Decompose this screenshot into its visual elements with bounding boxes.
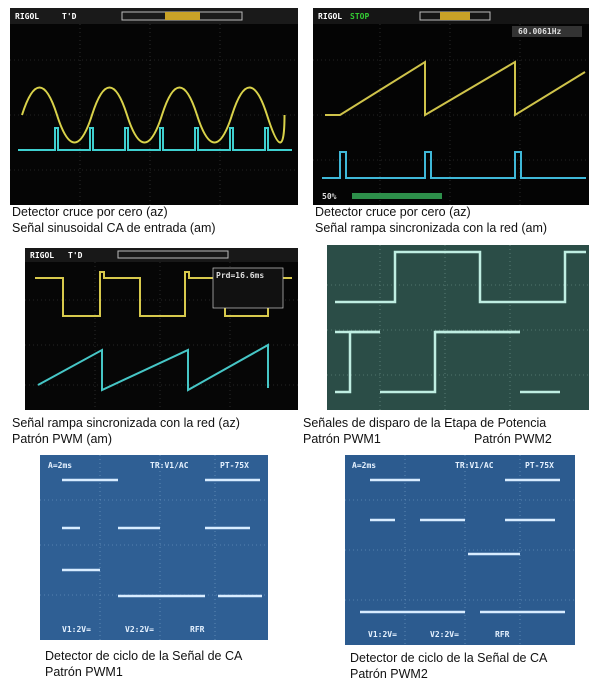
caption-line: Patrón PWM2 [474, 432, 552, 446]
scope-photo-4: Señales de disparo de la Etapa de Potenc… [303, 245, 589, 446]
caption-line: Detector cruce por cero (az) [12, 205, 168, 219]
screen-shape [165, 12, 200, 20]
screen-shape [512, 26, 582, 37]
waveform [62, 568, 262, 598]
waveform [325, 60, 586, 117]
screen-label: TR:V1/AC [150, 461, 189, 470]
waveform [335, 250, 586, 304]
screen-label: PT-75X [525, 461, 554, 470]
scope-grid [40, 455, 268, 640]
screen-shape [440, 12, 470, 20]
scope-grid [25, 262, 298, 410]
caption-line: Detector de ciclo de la Señal de CA [45, 649, 243, 663]
screen-label: A=2ms [352, 461, 376, 470]
caption-line: Señal rampa sincronizada con la red (am) [315, 221, 547, 235]
screen-label: STOP [350, 12, 369, 21]
screen-label: RIGOL [30, 251, 54, 260]
screen-shape [327, 245, 589, 410]
screen-label: T'D [68, 251, 83, 260]
waveform [360, 552, 565, 614]
screen-shape [10, 8, 298, 24]
caption-line: Detector cruce por cero (az) [315, 205, 471, 219]
screen-label: V2:2V= [430, 630, 459, 639]
screen-label: TR:V1/AC [455, 461, 494, 470]
waveform [37, 343, 269, 392]
screen-label: 60.0061Hz [518, 27, 562, 36]
caption-line: Patrón PWM1 [45, 665, 123, 679]
scope-photo-5: A=2ms TR:V1/AC PT-75X V1:2V= V2:2V= RFR … [40, 455, 268, 679]
caption-line: Señales de disparo de la Etapa de Potenc… [303, 416, 546, 430]
screen-label: Prd=16.6ms [216, 271, 264, 280]
screen-shape [25, 248, 298, 262]
caption-line: Señal sinusoidal CA de entrada (am) [12, 221, 216, 235]
screen-shape [10, 8, 298, 205]
caption-line: Patrón PWM1 [303, 432, 381, 446]
caption-line: Señal rampa sincronizada con la red (az) [12, 416, 240, 430]
waveform [35, 271, 292, 317]
screen-shape [352, 193, 442, 199]
screen-shape [212, 267, 284, 309]
scope-photo-2: RIGOL STOP 60.0061Hz 50% Detector cruce … [313, 8, 589, 235]
waveform [322, 151, 586, 179]
screen-shape [345, 455, 575, 645]
screen-shape [313, 8, 589, 205]
screen-label: A=2ms [48, 461, 72, 470]
caption-line: Patrón PWM2 [350, 667, 428, 681]
screen-label: RIGOL [318, 12, 342, 21]
caption-line: Detector de ciclo de la Señal de CA [350, 651, 548, 665]
screen-label: V1:2V= [368, 630, 397, 639]
screen-label: T'D [62, 12, 77, 21]
scope-photo-6: A=2ms TR:V1/AC PT-75X V1:2V= V2:2V= RFR … [345, 455, 575, 681]
scope-grid [10, 24, 298, 205]
scope-photo-3: RIGOL T'D Prd=16.6ms Señal rampa sincron… [12, 248, 298, 446]
scope-photo-1: RIGOL T'D Detector cruce por cero (az) S… [10, 8, 298, 235]
caption-line: Patrón PWM (am) [12, 432, 112, 446]
screen-label: V1:2V= [62, 625, 91, 634]
screen-label: RFR [495, 630, 510, 639]
screen-label: V2:2V= [125, 625, 154, 634]
scope-grid [345, 455, 575, 645]
screen-label: RFR [190, 625, 205, 634]
screen-label: PT-75X [220, 461, 249, 470]
screen-shape [40, 455, 268, 640]
waveform [335, 330, 560, 394]
screen-shape [117, 250, 229, 259]
waveform [18, 127, 292, 151]
screen-label: 50% [322, 192, 337, 201]
screen-label: RIGOL [15, 12, 39, 21]
waveform [21, 86, 286, 144]
